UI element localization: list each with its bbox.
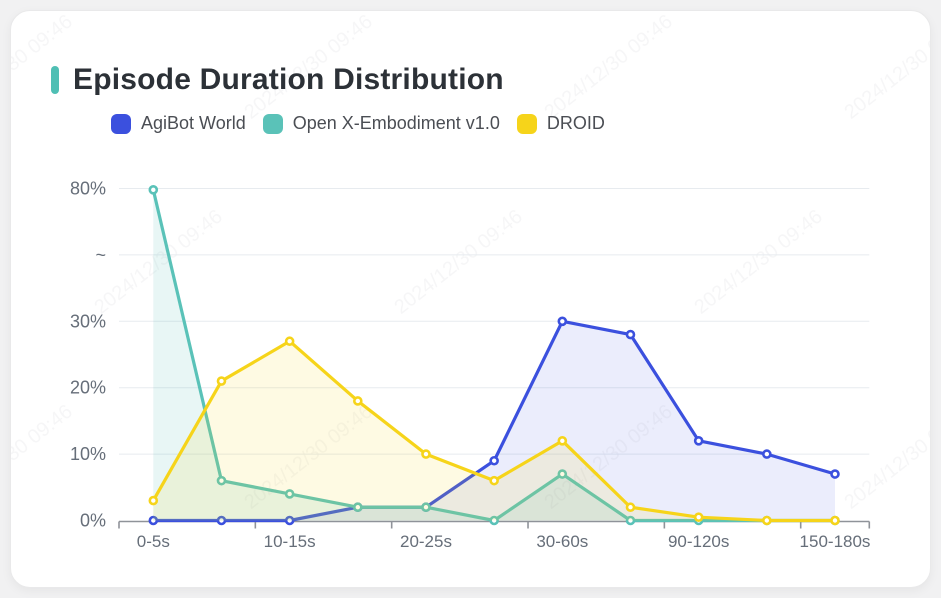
- y-axis-label: 30%: [70, 311, 106, 331]
- series-area: [153, 341, 836, 521]
- data-point-droid[interactable]: [625, 502, 636, 513]
- x-axis-label: 150-180s: [800, 532, 871, 551]
- legend-label: AgiBot World: [141, 113, 246, 133]
- x-axis-label: 10-15s: [264, 532, 316, 551]
- data-point-droid[interactable]: [557, 436, 568, 446]
- data-point-droid[interactable]: [762, 515, 772, 526]
- data-point-agibot-world[interactable]: [762, 449, 772, 459]
- x-axis-label: 0-5s: [137, 532, 170, 551]
- chart-card: 2024/12/30 09:46 2024/12/30 09:46 2024/12/…: [10, 10, 931, 588]
- legend-label: Open X-Embodiment v1.0: [292, 113, 500, 133]
- data-point-droid[interactable]: [353, 396, 363, 406]
- x-axis-label: 30-60s: [536, 532, 588, 551]
- y-axis-label: 0%: [80, 511, 106, 531]
- data-point-agibot-world[interactable]: [625, 329, 636, 340]
- data-point-agibot-world[interactable]: [557, 316, 568, 327]
- y-axis-label: 10%: [70, 444, 106, 464]
- y-axis-label: 80%: [70, 179, 106, 199]
- data-point-open-x-embodiment-v1-0[interactable]: [557, 469, 568, 479]
- data-point-droid[interactable]: [421, 449, 431, 459]
- data-point-droid[interactable]: [284, 336, 295, 347]
- data-point-open-x-embodiment-v1-0[interactable]: [625, 515, 636, 526]
- data-point-droid[interactable]: [830, 515, 840, 526]
- legend-swatch-agibot-world: [111, 113, 131, 134]
- chart-legend: AgiBot World Open X-Embodiment v1.0 DROID: [111, 113, 605, 134]
- x-axis-label: 20-25s: [400, 532, 452, 551]
- legend-swatch-open-x-embodiment-v1-0: [262, 113, 283, 134]
- data-point-agibot-world[interactable]: [830, 469, 840, 479]
- x-axis-label: 90-120s: [668, 532, 729, 551]
- data-point-agibot-world[interactable]: [284, 515, 295, 526]
- title-row: Episode Duration Distribution: [51, 63, 504, 97]
- data-point-open-x-embodiment-v1-0[interactable]: [353, 502, 363, 513]
- legend-label: DROID: [546, 113, 605, 133]
- data-point-droid[interactable]: [489, 475, 499, 486]
- data-point-agibot-world[interactable]: [489, 455, 499, 466]
- data-point-open-x-embodiment-v1-0[interactable]: [489, 515, 499, 526]
- data-point-open-x-embodiment-v1-0[interactable]: [148, 185, 159, 195]
- legend-item-open-x-embodiment-v1-0[interactable]: Open X-Embodiment v1.0: [262, 113, 500, 134]
- data-point-agibot-world[interactable]: [148, 515, 159, 526]
- series-area: [153, 189, 836, 521]
- y-axis-label: ~: [95, 245, 106, 265]
- data-point-droid[interactable]: [693, 512, 704, 522]
- series-droid: [148, 336, 840, 526]
- title-accent-bar: [51, 66, 59, 94]
- series-area: [153, 321, 836, 521]
- data-point-droid[interactable]: [148, 495, 159, 506]
- data-point-open-x-embodiment-v1-0[interactable]: [421, 502, 431, 513]
- legend-swatch-droid: [516, 113, 537, 134]
- data-point-agibot-world[interactable]: [216, 515, 227, 526]
- data-point-open-x-embodiment-v1-0[interactable]: [216, 475, 227, 486]
- y-axis-label: 20%: [70, 378, 106, 398]
- legend-item-droid[interactable]: DROID: [516, 113, 605, 134]
- data-point-agibot-world[interactable]: [693, 436, 704, 446]
- data-point-open-x-embodiment-v1-0[interactable]: [284, 489, 295, 499]
- legend-item-agibot-world[interactable]: AgiBot World: [111, 113, 246, 134]
- chart-title: Episode Duration Distribution: [73, 63, 504, 96]
- data-point-droid[interactable]: [216, 376, 227, 386]
